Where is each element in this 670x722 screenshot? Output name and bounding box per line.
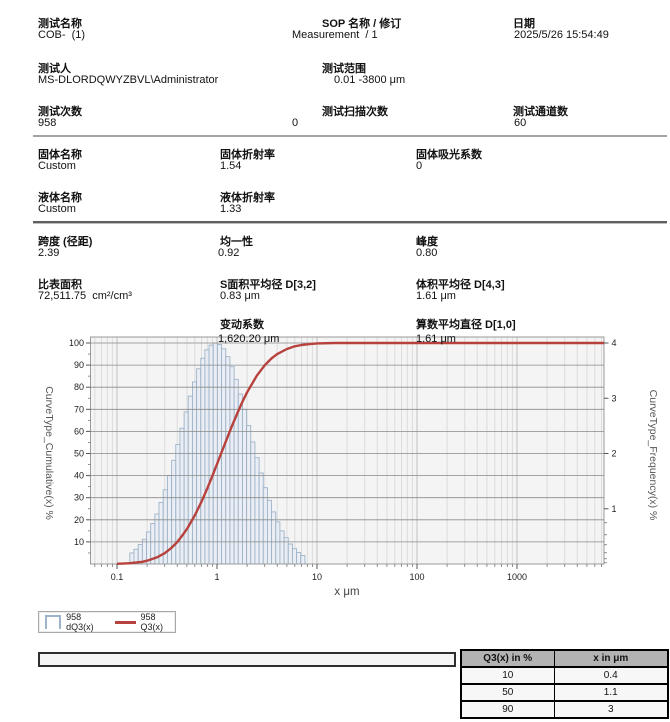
svg-text:4: 4 <box>612 338 617 348</box>
channels-label: 测试通道数 <box>513 106 568 118</box>
d10mean-value: 1.61 μm <box>416 333 456 345</box>
line-swatch-icon <box>114 620 136 624</box>
kurtosis-value: 0.80 <box>416 247 438 259</box>
uniformity-label: 均一性 <box>220 236 253 248</box>
svg-text:2: 2 <box>612 449 617 459</box>
svg-text:10: 10 <box>312 572 322 582</box>
col-header-x: x in μm <box>553 649 669 668</box>
solid-abs-label: 固体吸光系数 <box>416 149 482 161</box>
tester-value: MS-DLORDQWYZBVL\Administrator <box>38 74 219 86</box>
range-value: 0.01 -3800 μm <box>334 74 406 86</box>
test-name-label: 测试名称 <box>38 18 82 30</box>
liquid-name-value: Custom <box>38 203 76 215</box>
solid-ri-label: 固体折射率 <box>220 149 275 161</box>
legend-dq3-label: 958 dQ3(x) <box>66 612 94 632</box>
channels-value: 60 <box>514 117 527 129</box>
solid-ri-value: 1.54 <box>220 160 242 172</box>
right-axis-title: CurveType_Frequency(x) % <box>647 390 659 521</box>
section-divider-bold <box>33 221 667 224</box>
table-row: 10 0.4 <box>460 666 669 685</box>
liquid-ri-label: 液体折射率 <box>220 192 275 204</box>
ssa-label: 比表面积 <box>38 279 82 291</box>
svg-text:100: 100 <box>409 572 424 582</box>
svg-text:0.1: 0.1 <box>111 572 124 582</box>
span-label: 跨度 (径距) <box>38 236 93 248</box>
scans-value: 0 <box>292 117 299 129</box>
d32-label: S面积平均径 D[3,2] <box>220 279 316 291</box>
test-name-value: COB- (1) <box>38 29 86 41</box>
svg-text:90: 90 <box>74 360 84 370</box>
runs-label: 测试次数 <box>38 106 82 118</box>
svg-text:40: 40 <box>74 471 84 481</box>
svg-text:70: 70 <box>74 404 84 414</box>
cumulative-curve <box>116 341 604 565</box>
span-value: 2.39 <box>38 247 60 259</box>
ssa-value: 72,511.75 cm²/cm³ <box>38 290 132 302</box>
solid-name-value: Custom <box>38 160 76 172</box>
svg-text:50: 50 <box>74 449 84 459</box>
table-header-row: Q3(x) in % x in μm <box>460 649 669 668</box>
d10mean-label: 算数平均直径 D[1,0] <box>416 319 516 331</box>
col-header-q3: Q3(x) in % <box>460 649 555 668</box>
svg-text:1000: 1000 <box>507 572 527 582</box>
percentile-table: Q3(x) in % x in μm 10 0.4 50 1.1 90 3 <box>460 649 669 719</box>
cv-label: 变动系数 <box>220 319 264 331</box>
histogram-bars <box>129 342 306 565</box>
d43-value: 1.61 μm <box>416 290 456 302</box>
x-axis-title: x μm <box>334 586 359 598</box>
svg-text:10: 10 <box>74 537 84 547</box>
liquid-ri-value: 1.33 <box>220 203 242 215</box>
footer-empty-box <box>38 652 456 667</box>
date-value: 2025/5/26 15:54:49 <box>514 29 609 41</box>
d43-label: 体积平均径 D[4,3] <box>416 279 505 291</box>
svg-text:20: 20 <box>74 515 84 525</box>
sop-value: Measurement / 1 <box>292 29 378 41</box>
psd-chart: 10 20 30 40 50 60 70 80 90 100 0.1 1 10 100 1000 1 2 3 4 Cu… <box>43 336 659 598</box>
liquid-name-label: 液体名称 <box>38 192 82 204</box>
tester-label: 测试人 <box>38 63 71 75</box>
svg-text:30: 30 <box>74 493 84 503</box>
date-label: 日期 <box>513 18 535 30</box>
cv-value: 1,620.20 μm <box>218 333 280 345</box>
d32-value: 0.83 μm <box>220 290 260 302</box>
scans-label: 测试扫描次数 <box>322 106 388 118</box>
sop-label: SOP 名称 / 修订 <box>322 18 402 30</box>
svg-text:60: 60 <box>74 426 84 436</box>
range-label: 测试范围 <box>322 63 366 75</box>
kurtosis-label: 峰度 <box>416 236 438 248</box>
section-divider <box>33 135 667 137</box>
svg-text:1: 1 <box>214 572 219 582</box>
solid-name-label: 固体名称 <box>38 149 82 161</box>
histogram-swatch-icon <box>45 615 62 629</box>
table-row: 50 1.1 <box>460 683 669 702</box>
svg-text:80: 80 <box>74 382 84 392</box>
svg-text:3: 3 <box>612 393 617 403</box>
chart-legend: 958 dQ3(x) 958 Q3(x) <box>38 611 176 633</box>
table-row: 90 3 <box>460 700 669 719</box>
svg-text:100: 100 <box>69 338 84 348</box>
solid-abs-value: 0 <box>416 160 423 172</box>
left-axis-title: CurveType_Cumulative(x) % <box>43 386 55 520</box>
uniformity-value: 0.92 <box>218 247 240 259</box>
legend-q3-label: 958 Q3(x) <box>140 612 164 632</box>
runs-value: 958 <box>38 117 57 129</box>
svg-text:1: 1 <box>612 504 617 514</box>
